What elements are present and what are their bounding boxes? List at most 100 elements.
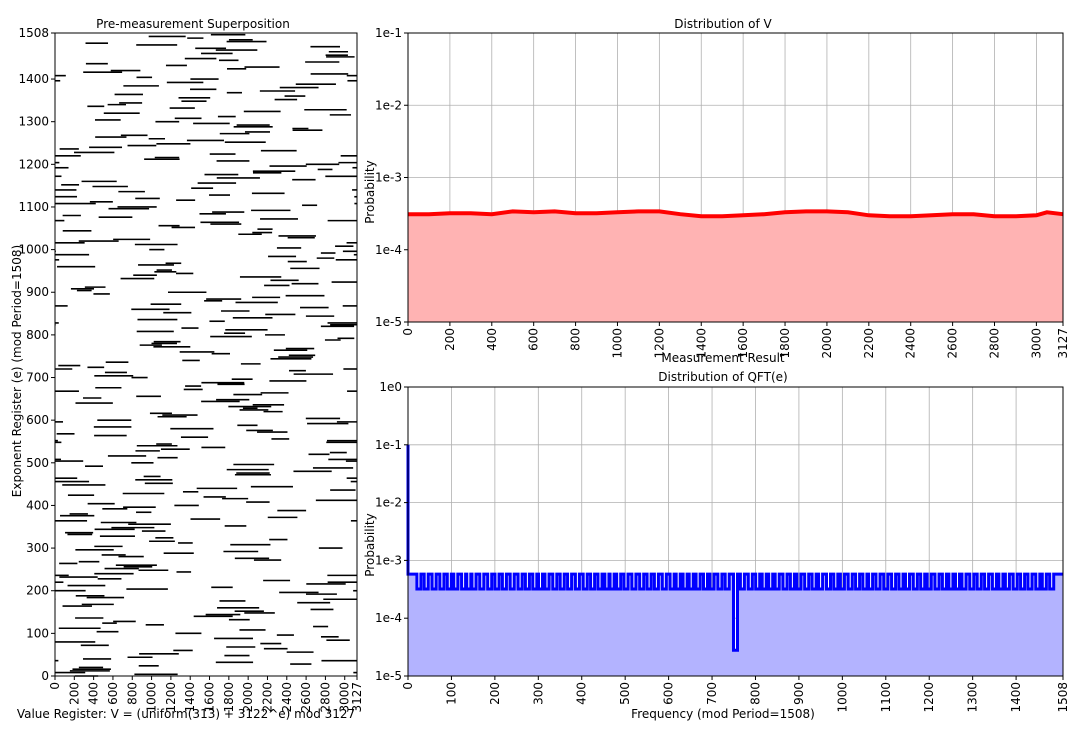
- 1-tick-label: 3000: [1029, 328, 1043, 359]
- qft-distribution-y-label: Probability: [363, 513, 377, 576]
- superposition-ytick-label: 600: [26, 413, 49, 427]
- qft-distribution-area: [408, 444, 1063, 676]
- qft-distribution-panel: Measurement Result Distribution of QFT(e…: [363, 351, 1070, 721]
- 1-tick-label: 200: [443, 328, 457, 351]
- 0-tick-label: 3000: [338, 682, 352, 713]
- superposition-ytick-label: 1508: [18, 26, 49, 40]
- 1-tick-label: 3127: [1056, 328, 1070, 359]
- value-distribution-ytick-label: 1e-4: [375, 243, 402, 257]
- 0-tick-label: 400: [87, 682, 101, 705]
- qft-distribution-ytick-label: 1e-2: [375, 496, 402, 510]
- 0-tick-label: 2600: [299, 682, 313, 713]
- superposition-ytick-label: 900: [26, 285, 49, 299]
- 1-tick-label: 400: [485, 328, 499, 351]
- 1-tick-label: 1200: [652, 328, 666, 359]
- 0-tick-label: 3127: [350, 682, 364, 713]
- 2-tick-label: 500: [618, 682, 632, 705]
- 1-tick-label: 1400: [694, 328, 708, 359]
- 1-tick-label: 2200: [862, 328, 876, 359]
- value-distribution-area: [408, 211, 1063, 322]
- qft-distribution-title: Distribution of QFT(e): [658, 370, 787, 384]
- value-distribution-y-ticks: 1e-5 1e-4 1e-3 1e-2 1e-1: [375, 26, 408, 329]
- value-distribution-ytick-label: 1e-5: [375, 315, 402, 329]
- qft-distribution-x-ticks: 0 100 200 300 400 500 600 700 800 900 1000 1100 1200…: [401, 676, 1070, 713]
- superposition-ytick-label: 700: [26, 371, 49, 385]
- 2-tick-label: 1200: [922, 682, 936, 713]
- value-distribution-panel: Distribution of V 0 200 400 600 800 1000 1200 1…: [363, 17, 1070, 359]
- superposition-panel: Pre-measurement Superposition 0 200 400 600…: [10, 17, 364, 721]
- 2-tick-label: 0: [401, 682, 415, 690]
- superposition-title: Pre-measurement Superposition: [96, 17, 290, 31]
- qft-distribution-y-ticks: 1e-5 1e-4 1e-3 1e-2 1e-1 1e0: [375, 380, 408, 683]
- superposition-ytick-label: 500: [26, 456, 49, 470]
- qft-distribution-ytick-label: 1e-3: [375, 553, 402, 567]
- value-distribution-y-label: Probability: [363, 160, 377, 223]
- superposition-x-ticks: 0 200 400 600 800 1000 1200 1400 1600 1800 2000 220…: [48, 676, 364, 713]
- superposition-y-ticks: 0 100 200 300 400 500 600 700 800 900 1000 1100 1200…: [18, 26, 55, 683]
- 1-tick-label: 600: [527, 328, 541, 351]
- 2-tick-label: 1000: [835, 682, 849, 713]
- 1-tick-label: 0: [401, 328, 415, 336]
- value-distribution-line: [408, 209, 1064, 219]
- superposition-ytick-label: 1200: [18, 157, 49, 171]
- qft-supertitle: Measurement Result: [661, 351, 785, 365]
- 0-tick-label: 600: [106, 682, 120, 705]
- value-distribution-title: Distribution of V: [674, 17, 772, 31]
- qft-distribution-x-label: Frequency (mod Period=1508): [631, 707, 815, 721]
- 1-tick-label: 2600: [946, 328, 960, 359]
- 0-tick-label: 200: [67, 682, 81, 705]
- superposition-ytick-label: 1300: [18, 115, 49, 129]
- 0-tick-label: 2200: [260, 682, 274, 713]
- 0-tick-label: 2400: [280, 682, 294, 713]
- qft-distribution-ytick-label: 1e-4: [375, 611, 402, 625]
- superposition-y-label: Exponent Register (e) (mod Period=1508): [10, 245, 24, 497]
- 0-tick-label: 1000: [145, 682, 159, 713]
- superposition-ytick-label: 1400: [18, 72, 49, 86]
- 0-tick-label: 1800: [222, 682, 236, 713]
- 1-tick-label: 800: [569, 328, 583, 351]
- 1-tick-label: 2000: [820, 328, 834, 359]
- qft-distribution-ytick-label: 1e-1: [375, 438, 402, 452]
- superposition-ytick-label: 800: [26, 328, 49, 342]
- superposition-ytick-label: 200: [26, 584, 49, 598]
- 2-tick-label: 100: [444, 682, 458, 705]
- superposition-ytick-label: 400: [26, 498, 49, 512]
- qft-distribution-frame: [407, 386, 1064, 677]
- 0-tick-label: 0: [48, 682, 62, 690]
- qft-distribution-ytick-label: 1e-5: [375, 669, 402, 683]
- value-distribution-ytick-label: 1e-2: [375, 98, 402, 112]
- value-distribution-ytick-label: 1e-3: [375, 171, 402, 185]
- superposition-ytick-label: 300: [26, 541, 49, 555]
- 2-tick-label: 1508: [1056, 682, 1070, 713]
- 0-tick-label: 2000: [241, 682, 255, 713]
- qft-distribution-ytick-label: 1e0: [379, 380, 402, 394]
- 0-tick-label: 800: [125, 682, 139, 705]
- 2-tick-label: 800: [748, 682, 762, 705]
- 2-tick-label: 400: [575, 682, 589, 705]
- superposition-ytick-label: 1000: [18, 243, 49, 257]
- superposition-x-label: Value Register: V = (uniform(313) + 3122…: [17, 707, 355, 721]
- 1-tick-label: 1600: [736, 328, 750, 359]
- superposition-marks: [55, 33, 357, 677]
- 2-tick-label: 1300: [966, 682, 980, 713]
- superposition-ytick-label: 0: [41, 669, 49, 683]
- 2-tick-label: 700: [705, 682, 719, 705]
- superposition-ytick-label: 1100: [18, 200, 49, 214]
- 2-tick-label: 300: [531, 682, 545, 705]
- superposition-ytick-label: 100: [26, 626, 49, 640]
- 0-tick-label: 1400: [183, 682, 197, 713]
- superposition-frame: [54, 32, 358, 677]
- 2-tick-label: 1100: [879, 682, 893, 713]
- 1-tick-label: 1000: [610, 328, 624, 359]
- 1-tick-label: 2800: [988, 328, 1002, 359]
- value-distribution-ytick-label: 1e-1: [375, 26, 402, 40]
- 2-tick-label: 600: [662, 682, 676, 705]
- 0-tick-label: 1200: [164, 682, 178, 713]
- 1-tick-label: 1800: [778, 328, 792, 359]
- 1-tick-label: 2400: [904, 328, 918, 359]
- value-distribution-x-ticks: 0 200 400 600 800 1000 1200 1400 1600 1800 2000 220…: [401, 322, 1070, 359]
- 2-tick-label: 900: [792, 682, 806, 705]
- 0-tick-label: 2800: [318, 682, 332, 713]
- 0-tick-label: 1600: [203, 682, 217, 713]
